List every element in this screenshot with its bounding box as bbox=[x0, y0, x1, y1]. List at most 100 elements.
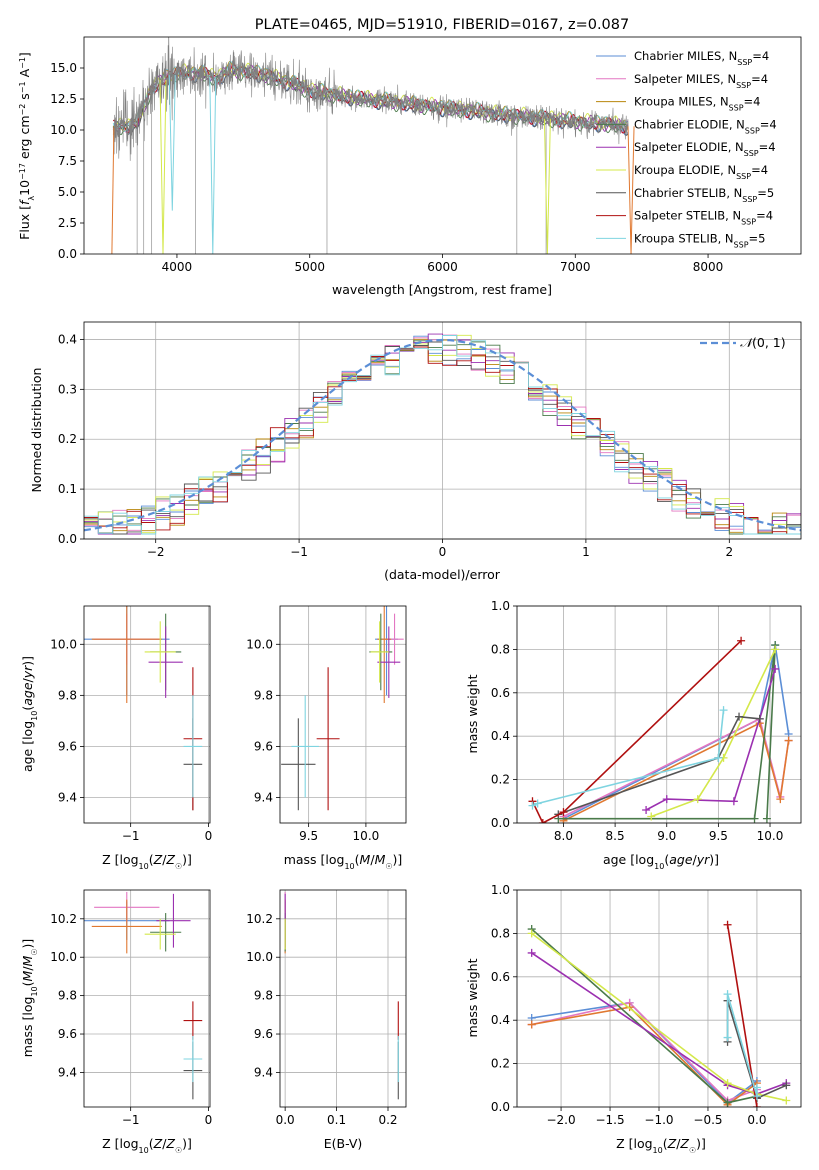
weight-series-line bbox=[563, 644, 790, 820]
y-tick-label: 0.4 bbox=[491, 729, 510, 743]
x-tick-label: 0.0 bbox=[276, 1113, 295, 1127]
y-tick-label: 5.0 bbox=[58, 185, 77, 199]
x-tick-label: 0.0 bbox=[747, 1113, 766, 1127]
axes-frame bbox=[83, 36, 802, 255]
label-part: ( bbox=[149, 852, 154, 867]
label-part: SSP bbox=[742, 194, 757, 203]
label-part: erg cm bbox=[17, 115, 32, 163]
label-part: SSP bbox=[736, 80, 751, 89]
label-part: age bbox=[20, 682, 35, 706]
weight-series-line bbox=[558, 715, 760, 816]
label-part: 10 bbox=[344, 862, 354, 871]
label-part: =5 bbox=[757, 186, 774, 200]
x-tick-label: 4000 bbox=[162, 260, 193, 274]
label-part: ( bbox=[664, 852, 669, 867]
label-part: Z bbox=[165, 852, 175, 867]
chart-title: PLATE=0465, MJD=51910, FIBERID=0167, z=0… bbox=[255, 17, 629, 33]
label-part: ☉ bbox=[30, 948, 39, 955]
label-part: ( bbox=[149, 1136, 154, 1151]
weight-series-line bbox=[651, 649, 776, 818]
weight-series-line bbox=[645, 668, 776, 811]
label-part: =4 bbox=[752, 49, 769, 63]
label-part: Salpeter STELIB, N bbox=[634, 209, 741, 223]
axes-frame bbox=[83, 321, 802, 540]
weight-marker bbox=[723, 990, 732, 999]
y-tick-label: 9.6 bbox=[58, 1027, 77, 1041]
x-axis-label: wavelength [Angstrom, rest frame] bbox=[332, 282, 552, 297]
label-part: 10 bbox=[139, 1146, 149, 1155]
x-tick-label: 7000 bbox=[560, 260, 591, 274]
label-part: =4 bbox=[751, 72, 768, 86]
axes-ebv-vs-mass: 0.0 0.1 0.2 9.4 9.6 9.8 10.0 10.2 bbox=[246, 889, 407, 1127]
label-part: =4 bbox=[756, 209, 773, 223]
label-part: 10 bbox=[654, 862, 664, 871]
y-tick-label: 10.0 bbox=[50, 950, 77, 964]
weight-marker bbox=[782, 1096, 791, 1105]
y-tick-label: 0.0 bbox=[58, 247, 77, 261]
label-part: M bbox=[375, 852, 386, 867]
label-part: SSP bbox=[729, 103, 744, 112]
y-tick-label: 0.8 bbox=[491, 926, 510, 940]
y-tick-label: 10.0 bbox=[246, 950, 273, 964]
residual-histogram bbox=[84, 335, 801, 535]
label-part: Z [log bbox=[102, 1136, 138, 1151]
label-part: Z bbox=[679, 1136, 689, 1151]
weight-series-line bbox=[726, 993, 758, 1097]
label-part: −17 bbox=[18, 163, 27, 180]
legend-entry: Chabrier MILES, NSSP=4 bbox=[634, 49, 769, 67]
y-tick-label: 0.6 bbox=[491, 686, 510, 700]
y-tick-label: 9.6 bbox=[254, 1027, 273, 1041]
legend-entry: Kroupa STELIB, NSSP=5 bbox=[634, 231, 765, 249]
axes-frame bbox=[83, 605, 211, 824]
x-tick-label: 10.0 bbox=[353, 829, 380, 843]
label-part: ☉ bbox=[385, 862, 392, 871]
y-tick-label: 9.4 bbox=[254, 1065, 273, 1079]
x-axis-label: Z [log10(Z/Z☉)] bbox=[102, 852, 192, 871]
weight-series-line bbox=[532, 710, 725, 807]
label-part: / bbox=[693, 852, 698, 867]
weight-marker bbox=[719, 706, 728, 715]
label-part: Salpeter ELODIE, N bbox=[634, 140, 744, 154]
x-tick-label: 1 bbox=[582, 545, 590, 559]
label-part: / bbox=[162, 1136, 167, 1151]
weight-marker bbox=[714, 753, 723, 762]
label-part: s bbox=[17, 93, 32, 104]
y-tick-label: 0.3 bbox=[58, 382, 77, 396]
x-tick-label: 0.1 bbox=[327, 1113, 346, 1127]
label-part: Z bbox=[153, 1136, 163, 1151]
weight-marker bbox=[729, 797, 738, 806]
y-tick-label: 9.8 bbox=[254, 688, 273, 702]
label-part: −1 bbox=[18, 81, 27, 93]
label-part: ☉ bbox=[689, 1146, 696, 1155]
error-bar-point bbox=[150, 913, 182, 952]
label-part: )] bbox=[182, 1136, 192, 1151]
label-part: 10 bbox=[30, 986, 39, 996]
y-tick-label: 9.4 bbox=[58, 1065, 77, 1079]
plot-area-age-vs-weight bbox=[528, 636, 793, 823]
label-part: SSP bbox=[734, 240, 749, 249]
weight-marker bbox=[750, 814, 759, 823]
error-bar-point bbox=[183, 695, 203, 798]
y-tick-label: 1.0 bbox=[491, 599, 510, 613]
axes-z-vs-mass: −1 0 9.4 9.6 9.8 10.0 10.2 bbox=[50, 889, 212, 1127]
weight-marker bbox=[723, 1098, 732, 1107]
plot-area-z-vs-mass bbox=[84, 891, 203, 1100]
label-part: SSP bbox=[737, 58, 752, 67]
error-bar-point bbox=[148, 626, 183, 698]
absorption-dip bbox=[543, 118, 551, 254]
label-part: Chabrier MILES, N bbox=[634, 49, 737, 63]
weight-marker bbox=[771, 664, 780, 673]
error-bar-point bbox=[91, 899, 162, 954]
weight-marker bbox=[762, 814, 771, 823]
x-tick-label: 9.5 bbox=[299, 829, 318, 843]
y-axis-label: mass [log10(M/M☉)] bbox=[20, 939, 39, 1058]
label-part: −1 bbox=[18, 57, 27, 69]
weight-marker bbox=[527, 1020, 536, 1029]
y-tick-label: 0.4 bbox=[58, 332, 77, 346]
weight-marker bbox=[752, 1083, 761, 1092]
axes-z-vs-weight: −2.0 −1.5 −1.0 −0.5 0.0 0.0 0.2 0.4 0.6 0.8 1.0 bbox=[491, 883, 802, 1127]
weight-series-line bbox=[558, 645, 776, 820]
weight-marker bbox=[752, 1092, 761, 1101]
axes-frame bbox=[516, 889, 802, 1108]
